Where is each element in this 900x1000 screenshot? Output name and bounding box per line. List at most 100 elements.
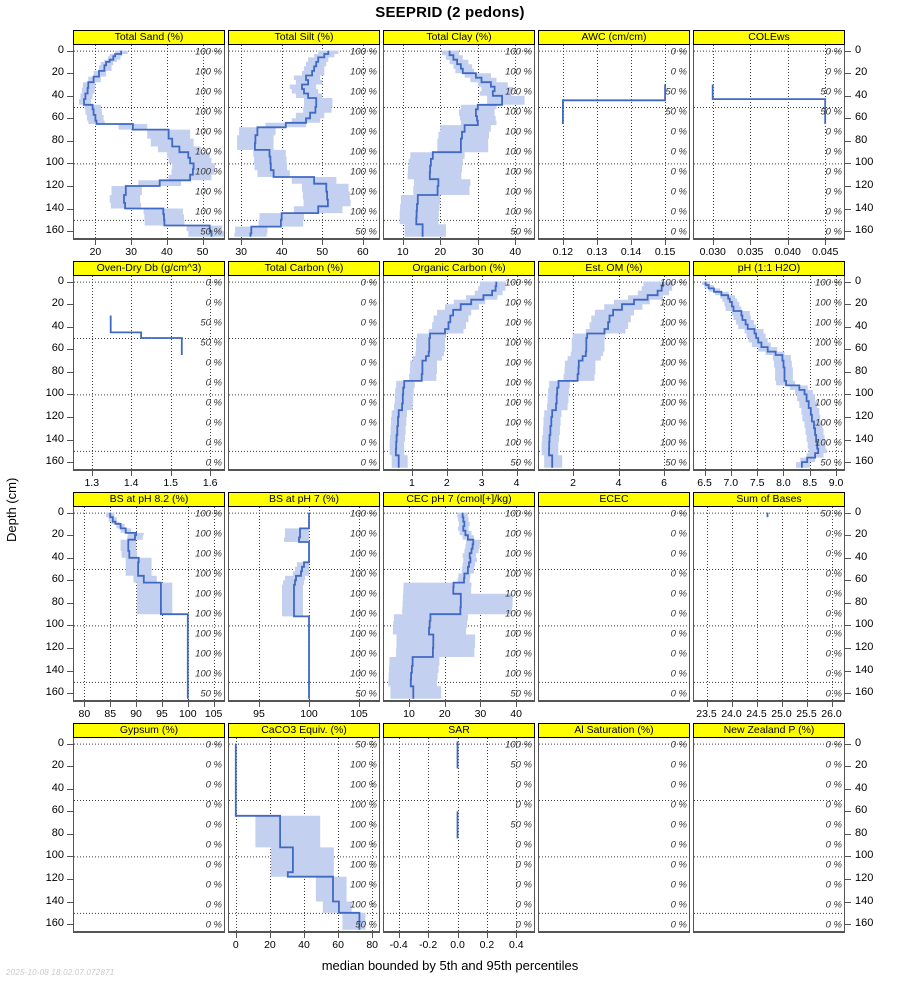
panel-pct-label: 100 % — [350, 588, 377, 600]
depth-axis-left — [67, 744, 73, 925]
x-axis-tick-label: 25.5 — [796, 708, 817, 720]
panel-strip-label: BS at pH 8.2 (%) — [73, 492, 225, 507]
panel-pct-label: 100 % — [350, 508, 377, 520]
panel-pct-label: 0 % — [205, 357, 222, 369]
panel-pct-label: 100 % — [505, 548, 532, 560]
panel-pct-label: 0 % — [515, 899, 532, 911]
panel-pct-label: 50 % — [355, 739, 377, 751]
panel-pct-label: 0 % — [825, 759, 842, 771]
depth-axis-tick-label: 40 — [51, 550, 64, 563]
panel-pct-label: 100 % — [505, 628, 532, 640]
panel-pct-label: 0 % — [360, 377, 377, 389]
depth-axis-tick-label: 0 — [57, 274, 64, 287]
panel-strip-label: CEC pH 7 (cmol[+]/kg) — [383, 492, 535, 507]
x-axis-tick-label: 0.12 — [552, 246, 574, 258]
panel-strip-label: CaCO3 Equiv. (%) — [228, 723, 380, 738]
x-axis-tick-label: 95 — [156, 708, 168, 720]
x-axis-tick-label: 20 — [89, 246, 102, 258]
panel-pct-label: 100 % — [815, 297, 842, 309]
panel-pct-label: 0 % — [360, 417, 377, 429]
panel-pct-label: 100 % — [505, 437, 532, 449]
panel-pct-label: 100 % — [195, 668, 222, 680]
panel-pct-label: 100 % — [350, 106, 377, 118]
panel-pct-label: 100 % — [350, 528, 377, 540]
panel-pct-label: 100 % — [815, 317, 842, 329]
panel-pct-label: 0 % — [825, 799, 842, 811]
depth-axis-tick-label: 80 — [855, 364, 868, 377]
panel-pct-label: 100 % — [660, 377, 687, 389]
depth-axis-tick-label: 160 — [45, 917, 64, 930]
depth-axis-tick-label: 80 — [51, 595, 64, 608]
panel-ph-1-1-h2o: pH (1:1 H2O) 100 % 100 % 100 % 100 % 100 % 100… — [693, 261, 845, 470]
depth-axis-tick-label: 80 — [855, 595, 868, 608]
depth-axis-tick-label: 100 — [855, 387, 874, 400]
panel-cec-ph-7-cmol-kg: CEC pH 7 (cmol[+]/kg) 100 % 100 % 100 % 100 … — [383, 492, 535, 701]
panel-pct-label: 0 % — [515, 919, 532, 931]
panel-pct-label: 100 % — [505, 568, 532, 580]
panel-pct-label: 100 % — [815, 417, 842, 429]
panel-pct-label: 0 % — [360, 297, 377, 309]
x-axis-tick-label: 0.4 — [509, 939, 524, 951]
x-axis-tick-label: 50 — [316, 246, 329, 258]
panel-pct-label: 50 % — [510, 819, 532, 831]
panel-pct-label: 50 % — [510, 688, 532, 700]
panel-pct-label: 100 % — [660, 397, 687, 409]
depth-axis-tick-label: 80 — [855, 133, 868, 146]
panel-pct-label: 100 % — [505, 417, 532, 429]
depth-axis-tick-label: 0 — [57, 505, 64, 518]
panel-total-clay: Total Clay (%) 100 % 100 % 100 % 100 % 100 % 1… — [383, 30, 535, 239]
panel-pct-label: 0 % — [670, 839, 687, 851]
panel-pct-label: 100 % — [505, 86, 532, 98]
panel-pct-label: 0 % — [205, 799, 222, 811]
depth-axis-tick-label: 160 — [45, 224, 64, 237]
depth-axis-tick-label: 0 — [57, 43, 64, 56]
x-axis-tick-label: 24.5 — [746, 708, 767, 720]
panel-pct-label: 0 % — [670, 919, 687, 931]
panel-pct-label: 100 % — [505, 126, 532, 138]
panel-pct-label: 50 % — [200, 337, 222, 349]
panel-pct-label: 100 % — [505, 317, 532, 329]
panel-ecec: ECEC 0 % 0 % 0 % 0 % 0 % 0 % 0 % 0 % 0 % 0 % — [538, 492, 690, 701]
panel-pct-label: 0 % — [670, 648, 687, 660]
panel-pct-label: 0 % — [670, 66, 687, 78]
panel-pct-label: 100 % — [505, 146, 532, 158]
panel-pct-label: 100 % — [815, 337, 842, 349]
panel-plot-area: 0 % 0 % 0 % 0 % 0 % 0 % 0 % 0 % 0 % 0 % — [538, 738, 690, 932]
x-axis-tick-label: 0.040 — [774, 246, 801, 258]
panel-pct-label: 100 % — [815, 277, 842, 289]
depth-axis-tick-label: 20 — [51, 66, 64, 79]
x-axis-tick-label: 4 — [513, 477, 520, 489]
panel-strip-label: Al Saturation (%) — [538, 723, 690, 738]
panel-pct-label: 100 % — [505, 66, 532, 78]
depth-axis-tick-label: 140 — [45, 663, 64, 676]
panel-pct-label: 100 % — [195, 628, 222, 640]
panel-strip-label: Oven-Dry Db (g/cm^3) — [73, 261, 225, 276]
panel-pct-label: 0 % — [825, 819, 842, 831]
depth-axis-tick-label: 120 — [45, 640, 64, 653]
panel-pct-label: 0 % — [670, 166, 687, 178]
x-axis-tick-label: 1.3 — [84, 477, 100, 489]
panel-plot-area: 100 % 100 % 100 % 100 % 100 % 100 % 100 % 100 %… — [228, 45, 380, 239]
x-axis-tick-label: 40 — [510, 708, 522, 720]
panel-pct-label: 100 % — [350, 819, 377, 831]
panel-pct-label: 50 % — [665, 457, 687, 469]
panel-pct-label: 0 % — [205, 457, 222, 469]
x-axis-tick-label: 40 — [509, 246, 522, 258]
panel-pct-label: 0 % — [670, 226, 687, 238]
panel-plot-area: 0 % 0 % 50 % 50 % 0 % 0 % 0 % 0 % 0 % 0 % — [538, 45, 690, 239]
x-axis-tick-label: 0.035 — [737, 246, 764, 258]
depth-axis-tick-label: 0 — [855, 274, 862, 287]
panel-pct-label: 0 % — [515, 839, 532, 851]
x-axis-tick-label: 6 — [661, 477, 667, 489]
panel-pct-label: 0 % — [670, 759, 687, 771]
panel-pct-label: 0 % — [515, 779, 532, 791]
panel-pct-label: 100 % — [350, 759, 377, 771]
depth-axis-tick-label: 40 — [51, 319, 64, 332]
panel-pct-label: 100 % — [350, 206, 377, 218]
x-axis-tick-label: 50 — [196, 246, 209, 258]
depth-axis-tick-label: 160 — [855, 686, 874, 699]
x-axis-tick-label: 1.4 — [123, 477, 139, 489]
panel-pct-label: 0 % — [205, 277, 222, 289]
panel-pct-label: 100 % — [505, 277, 532, 289]
panel-pct-label: 0 % — [670, 688, 687, 700]
